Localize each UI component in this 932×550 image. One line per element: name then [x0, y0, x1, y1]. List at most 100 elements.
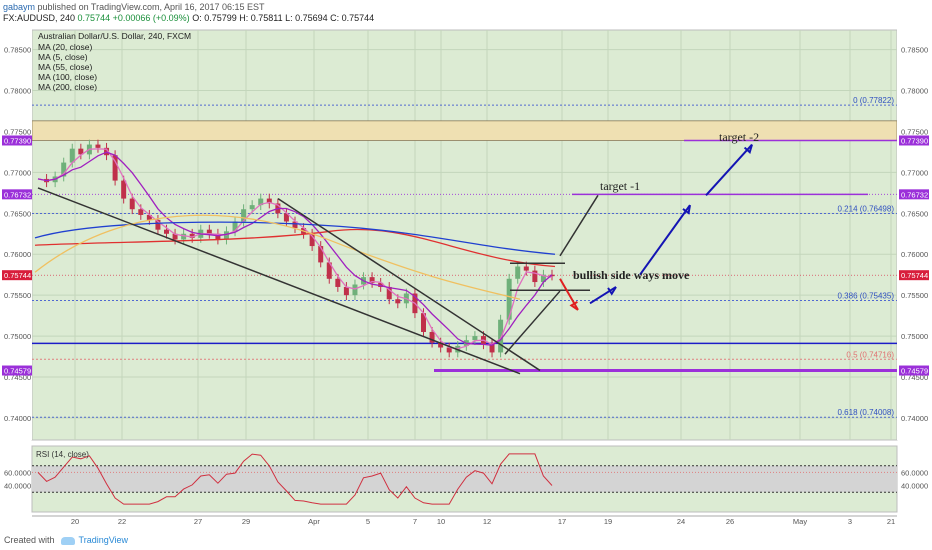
candle-body [506, 278, 512, 320]
candle-body [309, 233, 315, 247]
candle-body [498, 319, 504, 353]
candle-body [395, 299, 401, 304]
candle-body [189, 233, 195, 238]
candle-body [266, 198, 272, 204]
annotations: target -2 target -1 bullish side ways move [37, 130, 897, 375]
price-tag-label: 0.76732 [4, 190, 31, 199]
x-tick: Apr [308, 517, 320, 526]
ma-100-line [34, 221, 556, 255]
tradingview-logo-icon [60, 536, 75, 545]
ma-5-line [37, 148, 553, 350]
candle-body [318, 246, 324, 263]
candle-body [326, 262, 332, 279]
candle-body [164, 229, 169, 234]
candle-body [206, 229, 212, 234]
candles [44, 139, 555, 358]
candle-body [532, 270, 538, 283]
x-tick: 10 [437, 517, 445, 526]
x-tick: 29 [242, 517, 250, 526]
candle-body [283, 213, 289, 222]
published-text: published on TradingView.com, April 16, … [37, 2, 265, 12]
price-chart[interactable]: 0 (0.77822) 0.214 (0.76498) 0.386 (0.75435… [0, 22, 932, 532]
candle-body [249, 205, 255, 210]
price-tag-label: 0.74579 [901, 367, 928, 376]
x-tick: 3 [848, 517, 852, 526]
published-line: gabaym published on TradingView.com, Apr… [3, 2, 265, 12]
ticker-symbol: FX:AUDUSD, 240 [3, 13, 76, 23]
x-tick: 27 [194, 517, 202, 526]
candle-body [292, 221, 298, 229]
y-tick-right: 0.74000 [901, 414, 928, 423]
price-change: +0.00066 (+0.09%) [112, 13, 190, 23]
y-tick-right: 0.78500 [901, 46, 928, 55]
arrow-to-target-1-head [682, 204, 691, 215]
legend-item: MA (20, close) [38, 42, 92, 52]
legend-title: Australian Dollar/U.S. Dollar, 240, FXCM [38, 31, 191, 41]
arrow-to-target-2 [705, 143, 753, 196]
channel-upper-trendline [277, 197, 541, 372]
candle-body [258, 198, 264, 206]
annotation-bullish-sideways: bullish side ways move [573, 268, 690, 282]
y-tick-right: 0.75500 [901, 291, 928, 300]
y-tick-left: 0.78500 [4, 46, 31, 55]
channel-lower-trendline [37, 187, 521, 375]
candle-body [343, 286, 349, 296]
x-tick: 24 [677, 517, 685, 526]
publisher-link[interactable]: gabaym [3, 2, 36, 12]
price-tag-left [2, 135, 32, 146]
fib-label: 0.386 (0.75435) [838, 291, 895, 300]
rsi-tick-right: 60.0000 [901, 468, 928, 477]
y-tick-left: 0.75500 [4, 291, 31, 300]
price-tag-label: 0.77390 [4, 136, 31, 145]
y-tick-right: 0.74500 [901, 373, 928, 382]
y-tick-left: 0.77500 [4, 127, 31, 136]
price-tag-right [899, 135, 929, 146]
price-tag-left [2, 270, 32, 281]
candle-body [172, 233, 178, 240]
candle-body [386, 286, 392, 300]
candle-body [112, 155, 118, 181]
rsi-line [37, 453, 553, 505]
rising-trendline [504, 290, 561, 355]
y-tick-left: 0.76500 [4, 209, 31, 218]
x-tick: 21 [887, 517, 895, 526]
y-tick-right: 0.76000 [901, 250, 928, 259]
price-tag-right [899, 365, 929, 376]
target-1-pointer [559, 194, 599, 257]
y-tick-right: 0.75000 [901, 332, 928, 341]
x-tick: 20 [71, 517, 79, 526]
arrow-sideways-up [589, 286, 617, 305]
last-price: 0.75744 [77, 13, 111, 23]
rsi-panel: RSI (14, close) 60.0000 60.0000 40.0000 40.0… [4, 445, 928, 513]
x-tick: 17 [558, 517, 566, 526]
y-tick-left: 0.74000 [4, 414, 31, 423]
created-with-text: Created with [4, 535, 55, 545]
legend-item: MA (100, close) [38, 72, 97, 82]
candle-body [181, 233, 187, 240]
candle-body [215, 233, 221, 240]
arrow-pullback [559, 278, 579, 311]
arrow-to-target-1 [639, 204, 691, 276]
price-tag-label: 0.74579 [4, 367, 31, 376]
price-tag-label: 0.76732 [901, 190, 928, 199]
rsi-tick-left: 60.0000 [4, 468, 31, 477]
candle-body [489, 344, 495, 353]
legend: Australian Dollar/U.S. Dollar, 240, FXCM… [38, 31, 191, 92]
legend-item: MA (5, close) [38, 52, 88, 62]
fib-label: 0.618 (0.74008) [838, 408, 895, 417]
y-tick-left: 0.77000 [4, 168, 31, 177]
candle-body [129, 198, 135, 210]
price-tag-right [899, 270, 929, 281]
x-tick: 22 [118, 517, 126, 526]
price-tag-left [2, 189, 32, 200]
fib-label: 0.214 (0.76498) [838, 204, 895, 213]
x-tick: 19 [604, 517, 612, 526]
ticker-line: FX:AUDUSD, 240 0.75744 +0.00066 (+0.09%)… [3, 13, 374, 23]
footer: Created with TradingView [4, 535, 128, 545]
candle-body [523, 266, 529, 271]
annotation-target-2: target -2 [719, 130, 759, 144]
candle-body [369, 277, 375, 283]
price-tag-label: 0.77390 [901, 136, 928, 145]
tradingview-link[interactable]: TradingView [78, 535, 129, 545]
candle-body [446, 347, 452, 353]
